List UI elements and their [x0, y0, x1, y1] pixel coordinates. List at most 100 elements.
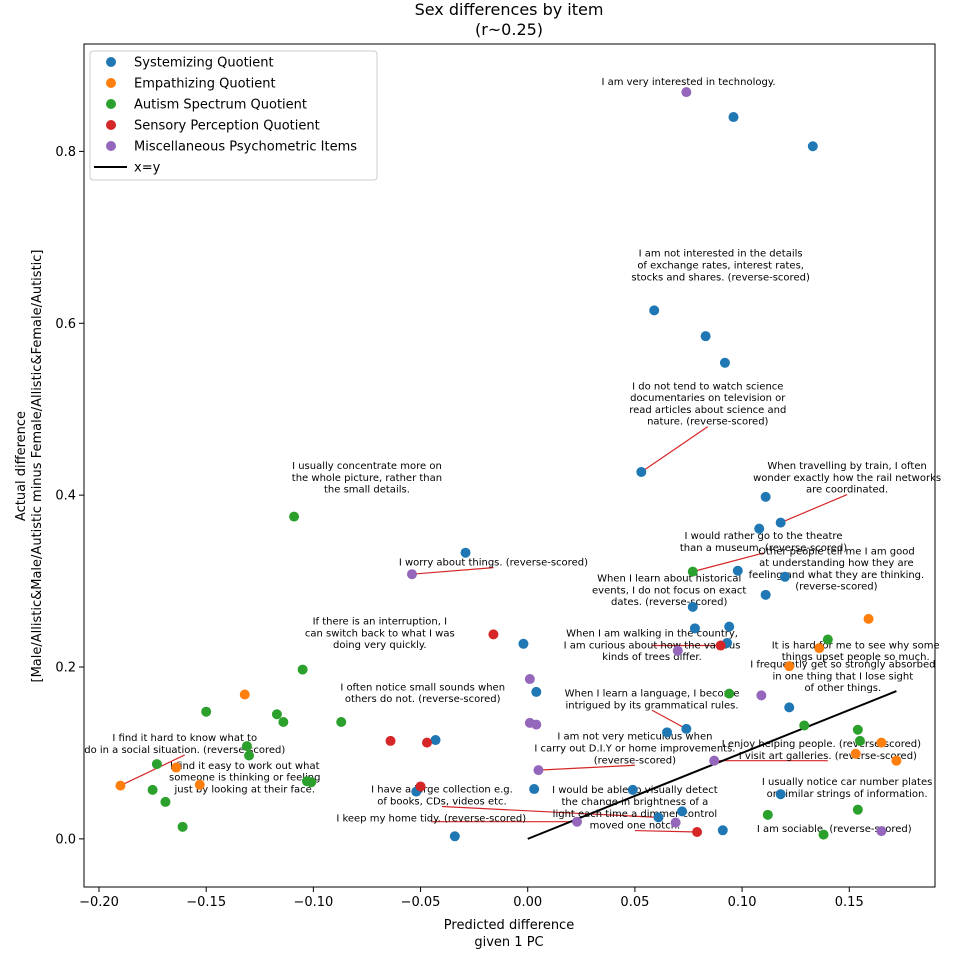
data-point-series-0 [649, 305, 660, 316]
y-tick-label: 0.6 [55, 317, 76, 332]
annotation-text: If there is an interruption, I [313, 617, 447, 628]
y-axis: 0.0 0.2 0.4 0.6 0.8 [55, 145, 84, 847]
annotation-text: light each time a dimmer control [553, 809, 717, 820]
data-point-series-2 [278, 717, 289, 728]
legend-label: Miscellaneous Psychometric Items [134, 140, 357, 155]
data-point-series-2 [818, 829, 829, 840]
annotation-text: than a museum. (reverse-scored) [680, 543, 847, 554]
data-point-series-0 [700, 331, 711, 342]
data-point-series-0 [430, 735, 441, 746]
y-tick-label: 0.8 [55, 145, 76, 160]
annotation-text: are coordinated. [806, 485, 888, 496]
data-point-series-2 [852, 724, 863, 735]
x-tick-label: 0.15 [835, 895, 864, 910]
x-tick-label: −0.10 [293, 895, 333, 910]
plot-area-frame [83, 43, 936, 888]
data-point-series-0 [728, 112, 739, 123]
data-point-series-2 [336, 717, 347, 728]
data-point-series-2 [852, 804, 863, 815]
data-point-series-1 [239, 689, 250, 700]
data-point-series-1 [115, 780, 126, 791]
annotation-text: (reverse-scored) [795, 582, 877, 593]
annotation-text: or similar strings of information. [767, 789, 928, 800]
data-point-series-0 [719, 357, 730, 368]
data-point-series-4 [572, 816, 583, 827]
data-point-series-2 [160, 796, 171, 807]
data-point-series-2 [762, 809, 773, 820]
data-point-series-0 [531, 686, 542, 697]
data-point-series-2 [151, 759, 162, 770]
data-point-series-0 [627, 784, 638, 795]
annotation-text: I visit art galleries. (reverse-scored) [739, 751, 917, 762]
annotation-text: intrigued by its grammatical rules. [566, 700, 739, 711]
x-axis-label: Predicted difference [444, 918, 574, 933]
data-point-series-4 [756, 690, 767, 701]
annotation-text: It is hard for me to see why some [772, 640, 940, 651]
annotation-text: I find it easy to work out what [170, 761, 320, 772]
annotation-text: wonder exactly how the rail networks [753, 473, 941, 484]
y-tick-label: 0.0 [55, 832, 76, 847]
data-point-series-2 [241, 741, 252, 752]
y-tick-label: 0.4 [55, 489, 76, 504]
data-point-series-0 [449, 831, 460, 842]
legend-marker [106, 120, 116, 130]
data-point-series-0 [681, 723, 692, 734]
data-point-series-4 [531, 719, 542, 730]
annotation-text: When I learn about historical [597, 574, 741, 585]
annotation-text: of other things. [804, 683, 881, 694]
data-point-series-2 [724, 688, 735, 699]
annotation-text: Other people tell me I am good [758, 546, 915, 557]
data-point-series-1 [194, 779, 205, 790]
data-point-series-0 [779, 571, 790, 582]
data-point-series-2 [297, 664, 308, 675]
annotation-text: I am curious about how the various [564, 640, 741, 651]
data-point-series-3 [692, 827, 703, 838]
legend-label: Empathizing Quotient [134, 77, 276, 92]
annotation-text: I usually concentrate more on [292, 461, 442, 472]
data-point-series-3 [488, 629, 499, 640]
data-point-series-3 [385, 735, 396, 746]
data-point-series-0 [760, 589, 771, 600]
annotation-text: I have a large collection e.g. [371, 785, 513, 796]
annotation-text: When I learn a language, I become [565, 688, 740, 699]
x-axis-label-line-2: given 1 PC [474, 935, 543, 950]
data-point-series-4 [524, 674, 535, 685]
annotation-text: I am not interested in the details [639, 249, 803, 260]
annotation-text: I often notice small sounds when [340, 682, 505, 693]
data-point-series-0 [775, 789, 786, 800]
annotation-text: When I am walking in the country, [566, 629, 738, 640]
data-point-series-1 [876, 737, 887, 748]
data-point-series-0 [760, 491, 771, 502]
data-point-series-4 [672, 645, 683, 656]
y-tick-label: 0.2 [55, 661, 76, 676]
x-tick-label: −0.20 [79, 895, 119, 910]
annotation-text: the change in brightness of a [562, 797, 709, 808]
data-point-series-4 [876, 826, 887, 837]
annotation-text: feeling and what they are thinking. [749, 570, 925, 581]
annotation-text: I do not tend to watch science [632, 381, 783, 392]
data-point-series-2 [244, 750, 255, 761]
data-point-series-1 [891, 755, 902, 766]
data-point-series-2 [201, 706, 212, 717]
annotation-text: someone is thinking or feeling [169, 773, 320, 784]
x-tick-label: 0.00 [513, 895, 542, 910]
data-point-series-0 [775, 517, 786, 528]
annotation-text: doing very quickly. [333, 640, 427, 651]
annotation-arrow [411, 567, 494, 575]
y-axis-label: Actual difference [14, 411, 29, 521]
annotation-text: do in a social situation. (reverse-score… [84, 745, 285, 756]
annotation-text: I would rather go to the theatre [685, 531, 843, 542]
annotation-text: just by looking at their face. [174, 784, 316, 795]
data-point-series-4 [670, 817, 681, 828]
annotation-text: in one thing that I lose sight [773, 671, 914, 682]
annotation-text: When travelling by train, I often [767, 461, 926, 472]
annotation-text: of books, CDs, videos etc. [377, 797, 506, 808]
data-point-series-1 [863, 613, 874, 624]
data-point-series-2 [289, 511, 300, 522]
annotation-text: I keep my home tidy. (reverse-scored) [336, 814, 526, 825]
data-point-series-0 [529, 784, 540, 795]
data-point-series-2 [854, 735, 865, 746]
data-point-series-3 [421, 737, 432, 748]
data-point-series-4 [533, 765, 544, 776]
annotation-text: dates. (reverse-scored) [611, 597, 727, 608]
